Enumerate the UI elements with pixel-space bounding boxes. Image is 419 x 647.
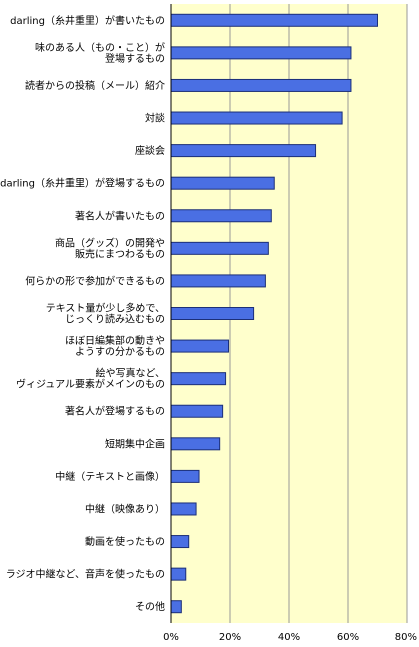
category-label: 登場するもの (105, 52, 165, 65)
bar (170, 13, 378, 27)
bar (170, 567, 187, 581)
category-label: 読者からの投稿（メール）紹介 (25, 79, 165, 92)
bar (170, 535, 190, 549)
category-label: 販売にまつわるもの (75, 247, 165, 260)
category-labels: darling（糸井重里）が書いたもの味のある人（もの・こと）が登場するもの読者… (0, 14, 165, 613)
x-tick-label: 0% (163, 632, 179, 643)
category-label: 動画を使ったもの (85, 535, 165, 548)
category-label: 商品（グッズ）の開発や (55, 236, 165, 249)
x-tick-label: 60% (337, 632, 359, 643)
category-label: ヴィジュアル要素がメインのもの (16, 378, 165, 391)
bar (170, 176, 275, 190)
category-label: 絵や写真など、 (96, 367, 166, 380)
category-label: darling（糸井重里）が登場するもの (0, 177, 165, 190)
category-label: テキスト量が少し多めで、 (46, 302, 165, 315)
category-label: その他 (135, 600, 165, 613)
category-label: darling（糸井重里）が書いたもの (10, 14, 165, 27)
x-tick-label: 40% (278, 632, 300, 643)
x-tick-labels: 0% 20% 40% 60% 80% (163, 632, 417, 643)
bar (170, 209, 272, 223)
category-label: ほぼ日編集部の動きや (65, 334, 165, 347)
category-label: ラジオ中継など、音声を使ったもの (6, 568, 165, 581)
bar (170, 78, 352, 92)
category-label: ようすの分かるもの (75, 346, 165, 358)
category-label: 著名人が登場するもの (65, 405, 165, 418)
category-label: 対談 (145, 112, 165, 125)
bar (170, 307, 255, 320)
x-tick-label: 80% (395, 632, 417, 643)
bar (170, 600, 182, 614)
category-label: 座談会 (135, 144, 165, 157)
bar (170, 502, 197, 516)
bars (170, 13, 378, 614)
category-label: 短期集中企画 (105, 437, 165, 450)
bar (170, 111, 343, 125)
category-label: 中継（テキストと画像） (55, 470, 165, 483)
bar (170, 274, 266, 288)
bar (170, 46, 352, 60)
bar (170, 437, 221, 451)
bar (170, 372, 227, 386)
bar (170, 404, 224, 418)
x-tick-label: 20% (219, 632, 241, 643)
category-label: じっくり読み込むもの (65, 313, 165, 326)
category-label: 中継（映像あり） (85, 502, 165, 515)
category-label: 何らかの形で参加ができるもの (25, 274, 165, 287)
bar (170, 469, 200, 483)
bar (170, 339, 230, 353)
category-label: 味のある人（もの・こと）が (35, 41, 165, 54)
gridlines (229, 4, 408, 623)
bar (170, 144, 317, 158)
bar (170, 241, 269, 255)
category-label: 著名人が書いたもの (75, 209, 165, 222)
